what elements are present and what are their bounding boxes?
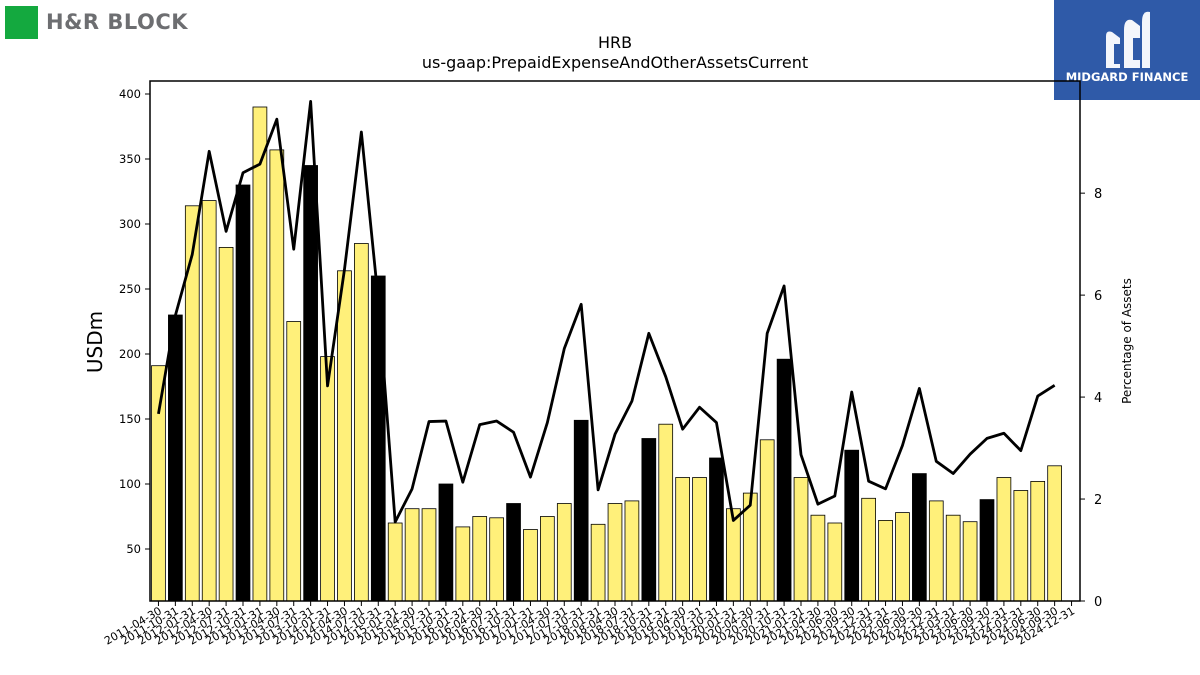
midgard-logo-text: MIDGARD FINANCE <box>1065 70 1189 84</box>
y2-axis-label: Percentage of Assets <box>1120 278 1134 404</box>
bar <box>370 275 386 602</box>
bar <box>726 508 741 602</box>
bar <box>184 205 200 602</box>
bar <box>878 520 893 602</box>
bars-group <box>151 106 1062 602</box>
bar <box>827 522 843 602</box>
bar <box>692 477 707 602</box>
bar <box>793 477 809 602</box>
bar <box>320 356 335 602</box>
axes-group: 50100150200250300350400024682011-04-3020… <box>102 80 1102 648</box>
bar <box>1013 490 1029 602</box>
bar <box>472 516 488 602</box>
bar <box>286 321 302 602</box>
bar <box>895 512 910 602</box>
bar <box>337 270 352 602</box>
y-tick-label: 400 <box>119 87 141 101</box>
bar <box>269 149 285 602</box>
bar <box>996 477 1012 602</box>
bar <box>658 423 674 602</box>
bar <box>590 523 606 602</box>
bar <box>573 419 589 602</box>
y-tick-label: 150 <box>119 412 141 426</box>
bar <box>404 508 420 602</box>
bar <box>421 508 437 602</box>
percentage-line <box>157 99 1056 524</box>
bar <box>776 358 792 602</box>
bar <box>675 477 690 602</box>
bar <box>489 517 504 602</box>
bar <box>1030 480 1046 602</box>
bar <box>556 503 572 602</box>
bar <box>252 106 268 602</box>
chart-subtitle: us-gaap:PrepaidExpenseAndOtherAssetsCurr… <box>422 53 808 72</box>
bar <box>168 314 183 602</box>
bar <box>844 449 860 602</box>
y-tick-label: 350 <box>119 152 141 166</box>
bar <box>928 500 944 602</box>
chart-title: HRB <box>598 33 632 52</box>
hr-block-logo: H&R BLOCK <box>5 5 188 39</box>
bar <box>709 457 724 602</box>
bar <box>387 522 403 602</box>
bar <box>810 514 826 602</box>
hr-block-green-square-icon <box>5 5 38 39</box>
line-layer <box>157 99 1056 524</box>
y-axis-label: USDm <box>83 311 107 373</box>
midgard-m-mark-icon <box>1106 11 1150 68</box>
y2-tick-label: 2 <box>1094 493 1102 508</box>
bar <box>506 503 521 602</box>
midgard-finance-logo: MIDGARD FINANCE <box>1054 0 1200 100</box>
bar <box>624 500 640 602</box>
y-tick-label: 50 <box>126 542 141 556</box>
bar <box>979 499 995 602</box>
bar <box>641 438 657 602</box>
y2-tick-label: 8 <box>1094 187 1102 202</box>
bar <box>354 243 369 602</box>
hr-block-logo-text: H&R BLOCK <box>46 10 189 34</box>
y2-tick-label: 4 <box>1094 391 1102 406</box>
bar <box>151 365 166 602</box>
y-tick-label: 300 <box>119 217 141 231</box>
bar <box>861 497 876 602</box>
bar <box>523 529 538 602</box>
bar <box>201 200 217 602</box>
bar <box>1047 465 1062 602</box>
y2-tick-label: 6 <box>1094 289 1102 304</box>
bar <box>607 503 623 602</box>
bar <box>962 521 978 602</box>
bar <box>438 483 454 602</box>
y-tick-label: 100 <box>119 477 141 491</box>
bar <box>218 246 234 602</box>
bar <box>235 184 251 602</box>
y2-tick-label: 0 <box>1094 595 1102 610</box>
bar <box>303 165 318 602</box>
bar <box>912 473 927 602</box>
y-tick-label: 250 <box>119 282 141 296</box>
bar <box>759 439 775 602</box>
bar <box>455 526 471 602</box>
y-tick-label: 200 <box>119 347 141 361</box>
bar <box>945 514 961 602</box>
bar <box>540 516 555 602</box>
